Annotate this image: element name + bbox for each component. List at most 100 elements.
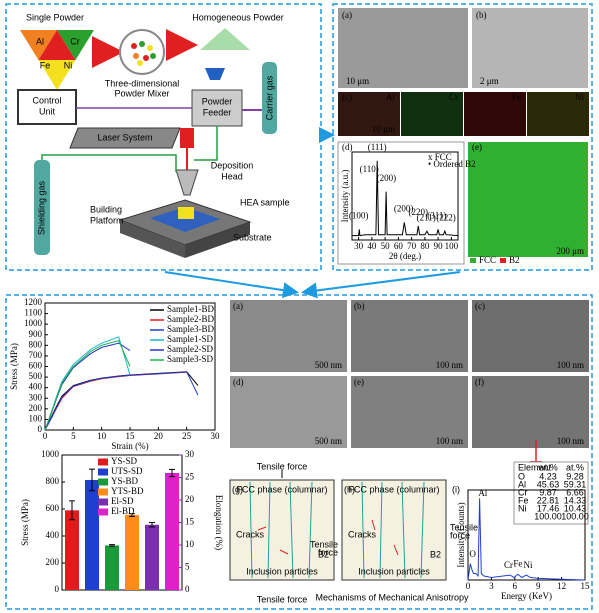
label: B2 (318, 549, 329, 559)
map-label: Al (386, 92, 395, 102)
scale-bar: 2 μm (480, 76, 499, 86)
micrograph (351, 300, 468, 372)
y-tick-label: 500 (29, 371, 43, 381)
legend-label: • Ordered B2 (428, 159, 476, 169)
gas-cylinder (34, 160, 50, 255)
legend-label: Sample1-SD (167, 334, 213, 344)
table-header: Element (518, 462, 552, 472)
label: Tensile force (257, 594, 308, 604)
table-cell: O (518, 471, 525, 481)
x-tick-label: 100 (445, 241, 459, 251)
legend-swatch (98, 458, 108, 466)
x-tick-label: 80 (420, 241, 430, 251)
xrd-panel (337, 141, 465, 265)
table-cell: 10.43 (564, 503, 587, 513)
panel-label: (a) (233, 301, 243, 311)
legend-label: YS-BD (111, 476, 139, 486)
label: Inclusion particles (358, 566, 430, 576)
panel-label: (i) (452, 484, 460, 494)
micrograph (338, 8, 468, 88)
legend-label: Sample1-BD (167, 304, 214, 314)
powder (38, 30, 76, 60)
panel-frame (5, 294, 593, 610)
legend-label: El-SD (111, 496, 134, 506)
y-tick-label: 1000 (41, 449, 60, 459)
label: Homogeneous Powder (192, 12, 284, 22)
y-axis-label: Stress (MPa) (20, 499, 30, 546)
y-tick-label: 1000 (24, 318, 43, 328)
legend-swatch (98, 478, 108, 486)
label: Control (32, 95, 61, 105)
data-line (44, 340, 131, 431)
legend-label: Sample3-SD (167, 354, 213, 364)
table-cell: 4.23 (539, 471, 557, 481)
map-label: Cr (449, 92, 458, 102)
y2-tick-label: 20 (185, 494, 195, 504)
y-tick-label: 0 (55, 584, 60, 594)
data-line (44, 371, 199, 431)
label: Carrier gas (264, 75, 274, 120)
x-axis-label: Energy (KeV) (501, 591, 552, 601)
table-cell: 100.00 (534, 511, 562, 521)
annotation: Fe (513, 559, 522, 569)
table-header: at.% (566, 462, 584, 472)
monitor (17, 89, 77, 125)
y-axis-label: Stress (MPa) (9, 343, 19, 390)
pipe (41, 154, 177, 172)
label: FCC phase (columnar) (236, 484, 327, 494)
legend-label: YS-SD (111, 456, 138, 466)
data-line (44, 336, 131, 431)
panel-label: (d) (342, 142, 353, 152)
legend-label: x FCC (428, 152, 452, 162)
label: Powder Mixer (114, 88, 169, 98)
bar (145, 524, 159, 590)
schematic-panel (229, 479, 335, 581)
label: B2 (430, 549, 441, 559)
table-cell: 22.81 (537, 495, 560, 505)
laser (69, 127, 181, 149)
scale-bar: 100 nm (557, 436, 584, 446)
x-tick-label: 12 (557, 581, 566, 591)
plot-frame (351, 151, 459, 241)
table-cell: 9.28 (566, 471, 584, 481)
x-tick-label: 15 (126, 431, 136, 441)
x-axis-label: Strain (%) (111, 441, 148, 451)
table-cell: 6.66 (566, 487, 584, 497)
annotation: (110) (360, 164, 379, 174)
panel-label: (b) (354, 301, 365, 311)
table-cell: 14.33 (564, 495, 587, 505)
x-axis-label: 2θ (deg.) (389, 251, 421, 261)
scale-bar: 200 μm (556, 246, 584, 256)
table-cell: Cr (518, 487, 528, 497)
eds-map (527, 92, 589, 136)
annotation: (220) (409, 207, 429, 217)
panel-label: (d) (233, 377, 244, 387)
bar (125, 515, 139, 590)
scale-bar: 10 μm (372, 124, 395, 134)
phase-map (468, 142, 588, 257)
nozzle (175, 169, 199, 196)
label: force (450, 530, 470, 540)
element: Al (36, 36, 44, 46)
microstructure: (a) (b) (c) (d) (e) 10 μm 2 μm Al Cr Fe … (337, 8, 589, 265)
annotation: (100) (349, 211, 369, 221)
label: Substrate (233, 232, 272, 242)
laser-head (180, 128, 194, 148)
gas-cylinder (262, 62, 277, 134)
legend-swatch (98, 488, 108, 496)
x-tick-label: 30 (354, 241, 364, 251)
error-bar (89, 468, 95, 492)
legend-label: FCC (479, 255, 496, 265)
substrate (150, 207, 220, 232)
legend-label: Sample3-BD (167, 324, 214, 334)
bar (105, 545, 119, 590)
x-tick-label: 25 (182, 431, 192, 441)
x-tick-label: 70 (407, 241, 417, 251)
y-tick-label: 400 (29, 382, 43, 392)
error-bar (129, 513, 135, 517)
y-tick-label: 600 (46, 503, 60, 513)
sample (178, 207, 194, 219)
y2-tick-label: 5 (185, 562, 190, 572)
x-tick-label: 15 (581, 581, 591, 591)
label: force (318, 547, 338, 557)
